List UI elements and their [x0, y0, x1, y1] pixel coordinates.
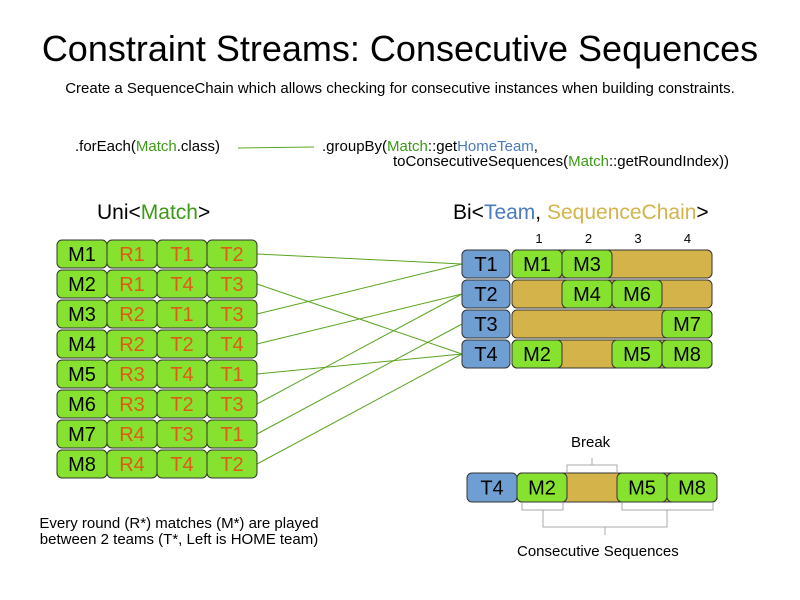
sequence-brace-2	[621, 503, 714, 518]
team-T2	[461, 279, 511, 309]
chain-match-M3	[561, 249, 613, 279]
match-home-M1-label: T1	[170, 244, 193, 266]
team-T3-label: T3	[474, 314, 497, 336]
break-brace	[566, 458, 618, 472]
match-away-M7-label: T1	[220, 424, 243, 446]
round-label-3: 3	[634, 231, 641, 246]
match-home-M6-label: T2	[170, 394, 193, 416]
chain-match-M2-label: M2	[523, 344, 551, 366]
match-away-M2-label: T3	[220, 274, 243, 296]
code-consecutive: toConsecutiveSequences(Match::getRoundIn…	[393, 153, 730, 170]
link-M4-T2	[256, 293, 463, 345]
team-T3	[461, 309, 511, 339]
chain-match-M7	[661, 309, 713, 339]
sequences-brace	[542, 518, 668, 535]
team-T4	[461, 339, 511, 369]
chain-match-M5-label: M5	[623, 344, 651, 366]
team-T1	[461, 249, 511, 279]
link-M3-T1	[256, 263, 463, 315]
match-id-M1-label: M1	[68, 244, 96, 266]
match-home-M3-label: T1	[170, 304, 193, 326]
match-away-M7	[206, 419, 258, 449]
round-label-4: 4	[684, 231, 691, 246]
example-match-M8-label: M8	[678, 478, 706, 500]
match-away-M3-label: T3	[220, 304, 243, 326]
footnote-line: Every round (R*) matches (M*) are played	[39, 515, 319, 532]
link-M5-T4	[256, 353, 463, 375]
match-home-M4-label: T2	[170, 334, 193, 356]
code-connector-line	[237, 146, 315, 149]
match-round-M8-label: R4	[119, 454, 145, 476]
match-id-M4-label: M4	[68, 334, 96, 356]
code-foreach: .forEach(Match.class)	[75, 138, 221, 155]
chain-match-M4-label: M4	[573, 284, 601, 306]
round-label-1: 1	[535, 231, 542, 246]
chain-match-M8	[661, 339, 713, 369]
match-away-M8	[206, 449, 258, 479]
match-away-M5-label: T1	[220, 364, 243, 386]
example-match-M8	[666, 472, 718, 503]
match-away-M8-label: T2	[220, 454, 243, 476]
subtitle: Create a SequenceChain which allows chec…	[65, 80, 735, 97]
example-match-M2	[516, 472, 568, 503]
chain-match-M8-label: M8	[673, 344, 701, 366]
match-away-M4-label: T4	[220, 334, 243, 356]
match-id-M2-label: M2	[68, 274, 96, 296]
match-round-M1-label: R1	[119, 244, 145, 266]
match-home-M8-label: T4	[170, 454, 193, 476]
match-id-M8-label: M8	[68, 454, 96, 476]
chain-match-M7-label: M7	[673, 314, 701, 336]
match-round-M3-label: R2	[119, 304, 145, 326]
chain-match-M3-label: M3	[573, 254, 601, 276]
match-home-M7-label: T3	[170, 424, 193, 446]
match-away-M6-label: T3	[220, 394, 243, 416]
match-round-M5-label: R3	[119, 364, 145, 386]
chain-match-M6-label: M6	[623, 284, 651, 306]
break-label: Break	[571, 434, 611, 451]
sequence-brace-1	[521, 503, 564, 518]
link-M1-T1	[256, 253, 463, 265]
team-T2-label: T2	[474, 284, 497, 306]
chain-match-M1-label: M1	[523, 254, 551, 276]
team-T4-label: T4	[474, 344, 497, 366]
match-round-M7-label: R4	[119, 424, 145, 446]
example-match-M2-label: M2	[528, 478, 556, 500]
match-away-M1-label: T2	[220, 244, 243, 266]
title: Constraint Streams: Consecutive Sequence…	[41, 28, 759, 69]
match-home-M2-label: T4	[170, 274, 193, 296]
match-round-M4-label: R2	[119, 334, 145, 356]
match-round-M6-label: R3	[119, 394, 145, 416]
chain-match-M6	[611, 279, 663, 309]
chain-match-M2	[511, 339, 563, 369]
link-M8-T4	[256, 353, 463, 465]
match-away-M2	[206, 269, 258, 299]
footnote-line: between 2 teams (T*, Left is HOME team)	[39, 531, 319, 548]
uni-label: Uni<Match>	[97, 201, 211, 224]
match-id-M5-label: M5	[68, 364, 96, 386]
match-home-M5-label: T4	[170, 364, 193, 386]
example-team-T4-label: T4	[480, 478, 503, 500]
bi-label: Bi<Team, SequenceChain>	[453, 201, 709, 224]
code-groupby: .groupBy(Match::getHomeTeam,	[322, 138, 538, 155]
round-label-2: 2	[585, 231, 592, 246]
match-id-M3-label: M3	[68, 304, 96, 326]
match-id-M6-label: M6	[68, 394, 96, 416]
sequences-label: Consecutive Sequences	[517, 543, 679, 560]
match-away-M5	[206, 359, 258, 389]
match-id-M7-label: M7	[68, 424, 96, 446]
link-M6-T2	[256, 293, 463, 405]
match-away-M4	[206, 329, 258, 359]
match-round-M2-label: R1	[119, 274, 145, 296]
footnote: Every round (R*) matches (M*) are played…	[29, 516, 329, 548]
example-match-M5-label: M5	[628, 478, 656, 500]
match-away-M6	[206, 389, 258, 419]
team-T1-label: T1	[474, 254, 497, 276]
match-away-M1	[206, 239, 258, 269]
match-away-M3	[206, 299, 258, 329]
link-M7-T3	[256, 323, 463, 435]
